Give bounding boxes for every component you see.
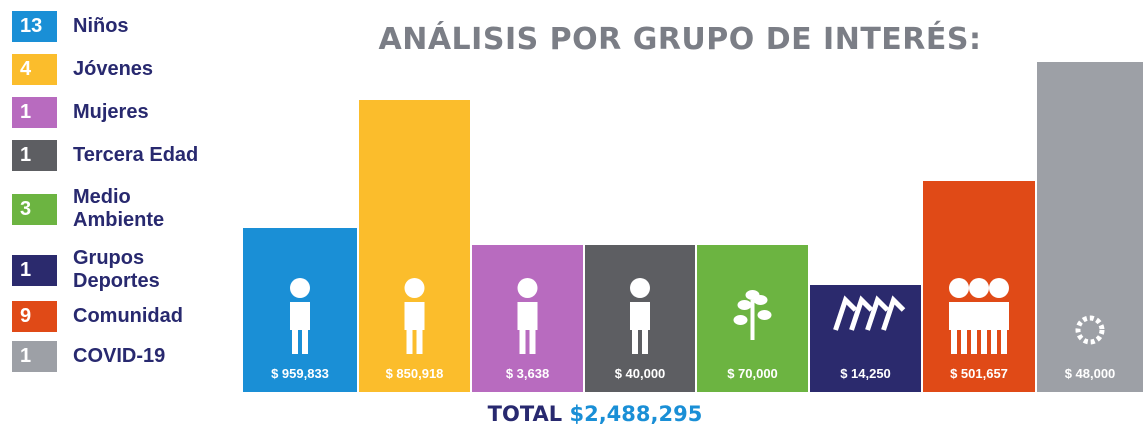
icon (642, 328, 648, 354)
icon (519, 328, 526, 354)
amount: $ 3,638 (506, 366, 549, 381)
legend-label: Grupos Deportes (73, 247, 160, 292)
icon (949, 278, 969, 298)
amount: $ 850,918 (386, 366, 444, 381)
panel (1037, 62, 1143, 392)
legend-count: 3 (12, 193, 57, 225)
legend-item: 1 Tercera Edad (12, 140, 198, 171)
legend-item: 3 Medio Ambiente (12, 186, 183, 232)
legend-item: 4 Jóvenes (12, 54, 153, 85)
icon (849, 295, 874, 331)
icon (971, 328, 977, 354)
total: TOTAL $2,488,295 (395, 402, 795, 426)
icon (949, 302, 969, 330)
icon (981, 328, 987, 354)
icon (517, 302, 538, 330)
icon (630, 278, 650, 298)
icon (517, 278, 538, 298)
icon (290, 278, 310, 298)
icon (969, 302, 989, 330)
icon (292, 328, 298, 354)
icon (881, 295, 906, 331)
legend-item: 1 Grupos Deportes (12, 247, 183, 293)
legend-item: 13 Niños (12, 11, 129, 42)
icon (1075, 315, 1105, 345)
icon (404, 278, 425, 298)
panel (359, 100, 470, 392)
icon (290, 302, 310, 330)
amount: $ 14,250 (840, 366, 891, 381)
legend-count: 4 (12, 54, 57, 85)
icon (404, 302, 425, 330)
legend-label: COVID-19 (73, 345, 166, 367)
icon (750, 300, 755, 340)
icon (630, 302, 650, 330)
icon (989, 278, 1009, 298)
icon (969, 278, 989, 298)
icon (865, 295, 890, 331)
legend-label: Jóvenes (73, 58, 154, 80)
amount: $ 959,833 (271, 366, 329, 381)
title: ANÁLISIS POR GRUPO DE INTERÉS: (378, 22, 982, 57)
legend-count: 1 (12, 254, 57, 286)
amount: $ 501,657 (950, 366, 1008, 381)
total-value: $2,488,295 (569, 402, 703, 426)
legend-label: Medio Ambiente (73, 186, 165, 231)
icon (406, 328, 413, 354)
icon (302, 328, 308, 354)
legend-item: 1 COVID-19 (12, 341, 165, 372)
total-label: TOTAL (487, 402, 563, 426)
icon (416, 328, 423, 354)
legend-count: 1 (12, 97, 57, 128)
icon (733, 315, 748, 325)
icon (757, 310, 772, 320)
icon (991, 328, 997, 354)
amount: $ 40,000 (615, 366, 666, 381)
legend-count: 1 (12, 341, 57, 372)
legend-label: Mujeres (73, 101, 149, 123)
icon (951, 328, 957, 354)
legend-count: 13 (12, 11, 57, 42)
icon (833, 295, 858, 331)
icon (745, 290, 760, 300)
icon (529, 328, 536, 354)
legend-label: Niños (73, 15, 129, 37)
legend-label: Tercera Edad (73, 144, 199, 166)
icon (989, 302, 1009, 330)
amount: $ 70,000 (727, 366, 778, 381)
icon (1001, 328, 1007, 354)
legend-item: 1 Mujeres (12, 97, 149, 128)
icon (961, 328, 967, 354)
icon (737, 300, 752, 310)
legend-count: 1 (12, 140, 57, 171)
legend-count: 9 (12, 301, 57, 332)
legend-label: Comunidad (73, 305, 183, 327)
icon (632, 328, 638, 354)
legend-item: 9 Comunidad (12, 301, 183, 332)
amount: $ 48,000 (1065, 366, 1116, 381)
